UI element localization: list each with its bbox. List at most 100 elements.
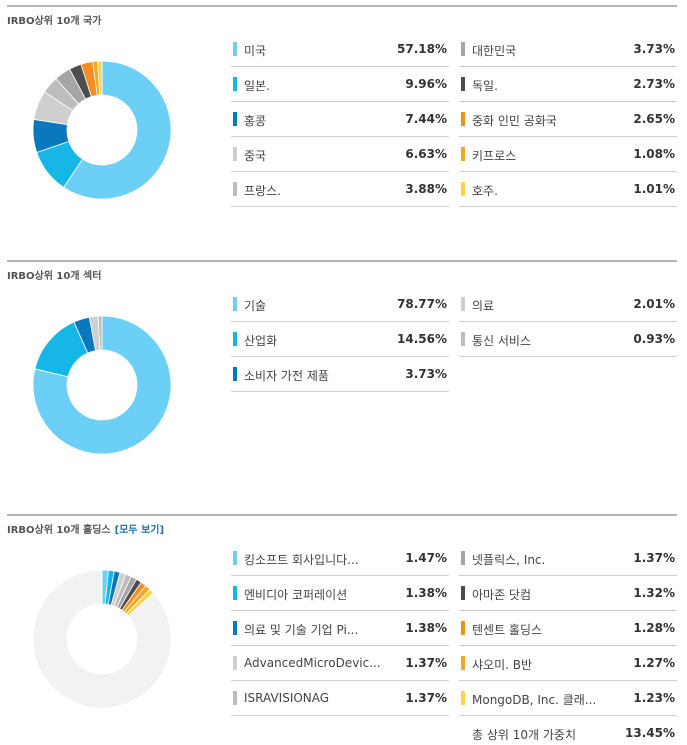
legend-label: 킹소프트 회사입니다... xyxy=(244,553,359,567)
donut-slice xyxy=(32,569,172,709)
legend-swatch xyxy=(233,77,237,91)
donut-slice xyxy=(97,60,103,96)
legend-row: 미국 57.18% xyxy=(231,32,449,67)
legend-row: 홍콩 7.44% xyxy=(231,102,449,137)
legend-row: 넷플릭스, Inc. 1.37% xyxy=(459,541,677,576)
legend-value: 57.18% xyxy=(397,42,447,56)
legend-value: 7.44% xyxy=(405,112,447,126)
view-all-link[interactable]: [모두 보기] xyxy=(114,525,165,536)
legend-label: 중국 xyxy=(244,149,267,163)
legend-row: 중화 인민 공화국 2.65% xyxy=(459,102,677,137)
donut-slice xyxy=(32,315,172,455)
legend-row: 킹소프트 회사입니다... 1.47% xyxy=(231,541,449,576)
legend-label: 프랑스. xyxy=(244,184,281,198)
legend-swatch xyxy=(233,182,237,196)
legend-value: 1.28% xyxy=(633,621,675,635)
section-title-text: IRBO상위 10개 국가 xyxy=(7,16,102,27)
legend-swatch xyxy=(461,621,465,635)
section-title: IRBO상위 10개 국가 xyxy=(7,12,101,27)
legend-label: AdvancedMicroDevic... xyxy=(244,656,381,670)
legend-swatch xyxy=(233,551,237,565)
legend-swatch xyxy=(461,297,465,311)
legend-value: 1.01% xyxy=(633,182,675,196)
legend-swatch xyxy=(233,691,237,705)
legend-label: 키프로스 xyxy=(472,149,517,163)
legend-value: 0.93% xyxy=(633,332,675,346)
legend-swatch xyxy=(461,586,465,600)
legend-label: MongoDB, Inc. 클래... xyxy=(472,693,597,707)
legend-label: 독일. xyxy=(472,79,498,93)
legend-row: ISRAVISIONAG 1.37% xyxy=(231,681,449,716)
legend-row: 아마존 닷컴 1.32% xyxy=(459,576,677,611)
legend-label: 통신 서비스 xyxy=(472,334,532,348)
legend-swatch xyxy=(233,656,237,670)
legend-label: 기술 xyxy=(244,299,267,313)
legend-swatch xyxy=(461,332,465,346)
legend-row: 일본. 9.96% xyxy=(231,67,449,102)
legend-row: 소비자 가전 제품 3.73% xyxy=(231,357,449,392)
legend-row: 텐센트 홀딩스 1.28% xyxy=(459,611,677,646)
legend-value: 6.63% xyxy=(405,147,447,161)
legend-value: 3.88% xyxy=(405,182,447,196)
legend-swatch xyxy=(461,112,465,126)
legend-value: 2.73% xyxy=(633,77,675,91)
donut-chart xyxy=(32,315,172,455)
legend-swatch xyxy=(461,656,465,670)
legend-row: 중국 6.63% xyxy=(231,137,449,172)
total-weight-row: 총 상위 10개 가중치 13.45% xyxy=(459,716,677,745)
legend-swatch xyxy=(233,367,237,381)
legend-column-right: 대한민국 3.73% 독일. 2.73% 중화 인민 공화국 2.65% 키프로스 1.08%… xyxy=(459,32,677,207)
legend-label: 중화 인민 공화국 xyxy=(472,114,557,128)
legend-label: 의료 및 기술 기업 Pi... xyxy=(244,623,359,637)
legend-column-right: 의료 2.01% 통신 서비스 0.93% xyxy=(459,287,677,357)
donut-chart xyxy=(32,60,172,200)
legend-row: AdvancedMicroDevic... 1.37% xyxy=(231,646,449,681)
legend-swatch xyxy=(233,586,237,600)
section-title: IRBO상위 10개 홀딩스 [모두 보기] xyxy=(7,521,164,536)
legend-row: 독일. 2.73% xyxy=(459,67,677,102)
legend-value: 1.32% xyxy=(633,586,675,600)
total-value: 13.45% xyxy=(625,726,675,740)
legend-swatch xyxy=(461,147,465,161)
total-label: 총 상위 10개 가중치 xyxy=(472,728,576,742)
legend-value: 1.38% xyxy=(405,621,447,635)
legend-value: 14.56% xyxy=(397,332,447,346)
legend-swatch xyxy=(233,42,237,56)
legend-value: 3.73% xyxy=(633,42,675,56)
legend-label: 의료 xyxy=(472,299,495,313)
legend-swatch xyxy=(461,42,465,56)
section-title-text: IRBO상위 10개 섹터 xyxy=(7,271,102,282)
legend-value: 1.27% xyxy=(633,656,675,670)
legend-value: 2.01% xyxy=(633,297,675,311)
legend-label: 넷플릭스, Inc. xyxy=(472,553,546,567)
legend-row: 키프로스 1.08% xyxy=(459,137,677,172)
legend-row: 기술 78.77% xyxy=(231,287,449,322)
legend-row: 샤오미. B반 1.27% xyxy=(459,646,677,681)
legend-row: 대한민국 3.73% xyxy=(459,32,677,67)
legend-swatch xyxy=(233,621,237,635)
legend-row: 엔비디아 코퍼레이션 1.38% xyxy=(231,576,449,611)
legend-value: 1.08% xyxy=(633,147,675,161)
legend-label: 미국 xyxy=(244,44,267,58)
legend-label: 샤오미. B반 xyxy=(472,658,533,672)
legend-value: 1.38% xyxy=(405,586,447,600)
legend-row: 의료 2.01% xyxy=(459,287,677,322)
section-2: IRBO상위 10개 홀딩스 [모두 보기] 킹소프트 회사입니다... 1.47% 엔… xyxy=(7,514,677,742)
donut-chart xyxy=(32,569,172,709)
legend-value: 2.65% xyxy=(633,112,675,126)
legend-value: 9.96% xyxy=(405,77,447,91)
legend-column-left: 기술 78.77% 산업화 14.56% 소비자 가전 제품 3.73% xyxy=(231,287,449,392)
legend-value: 3.73% xyxy=(405,367,447,381)
legend-swatch xyxy=(461,77,465,91)
legend-swatch xyxy=(233,297,237,311)
legend-row: 산업화 14.56% xyxy=(231,322,449,357)
legend-label: ISRAVISIONAG xyxy=(244,691,330,705)
legend-column-left: 킹소프트 회사입니다... 1.47% 엔비디아 코퍼레이션 1.38% 의료 및 기술… xyxy=(231,541,449,716)
legend-label: 텐센트 홀딩스 xyxy=(472,623,543,637)
legend-label: 대한민국 xyxy=(472,44,517,58)
legend-column-right: 넷플릭스, Inc. 1.37% 아마존 닷컴 1.32% 텐센트 홀딩스 1.28% 샤오… xyxy=(459,541,677,745)
legend-label: 홍콩 xyxy=(244,114,267,128)
legend-swatch xyxy=(233,332,237,346)
